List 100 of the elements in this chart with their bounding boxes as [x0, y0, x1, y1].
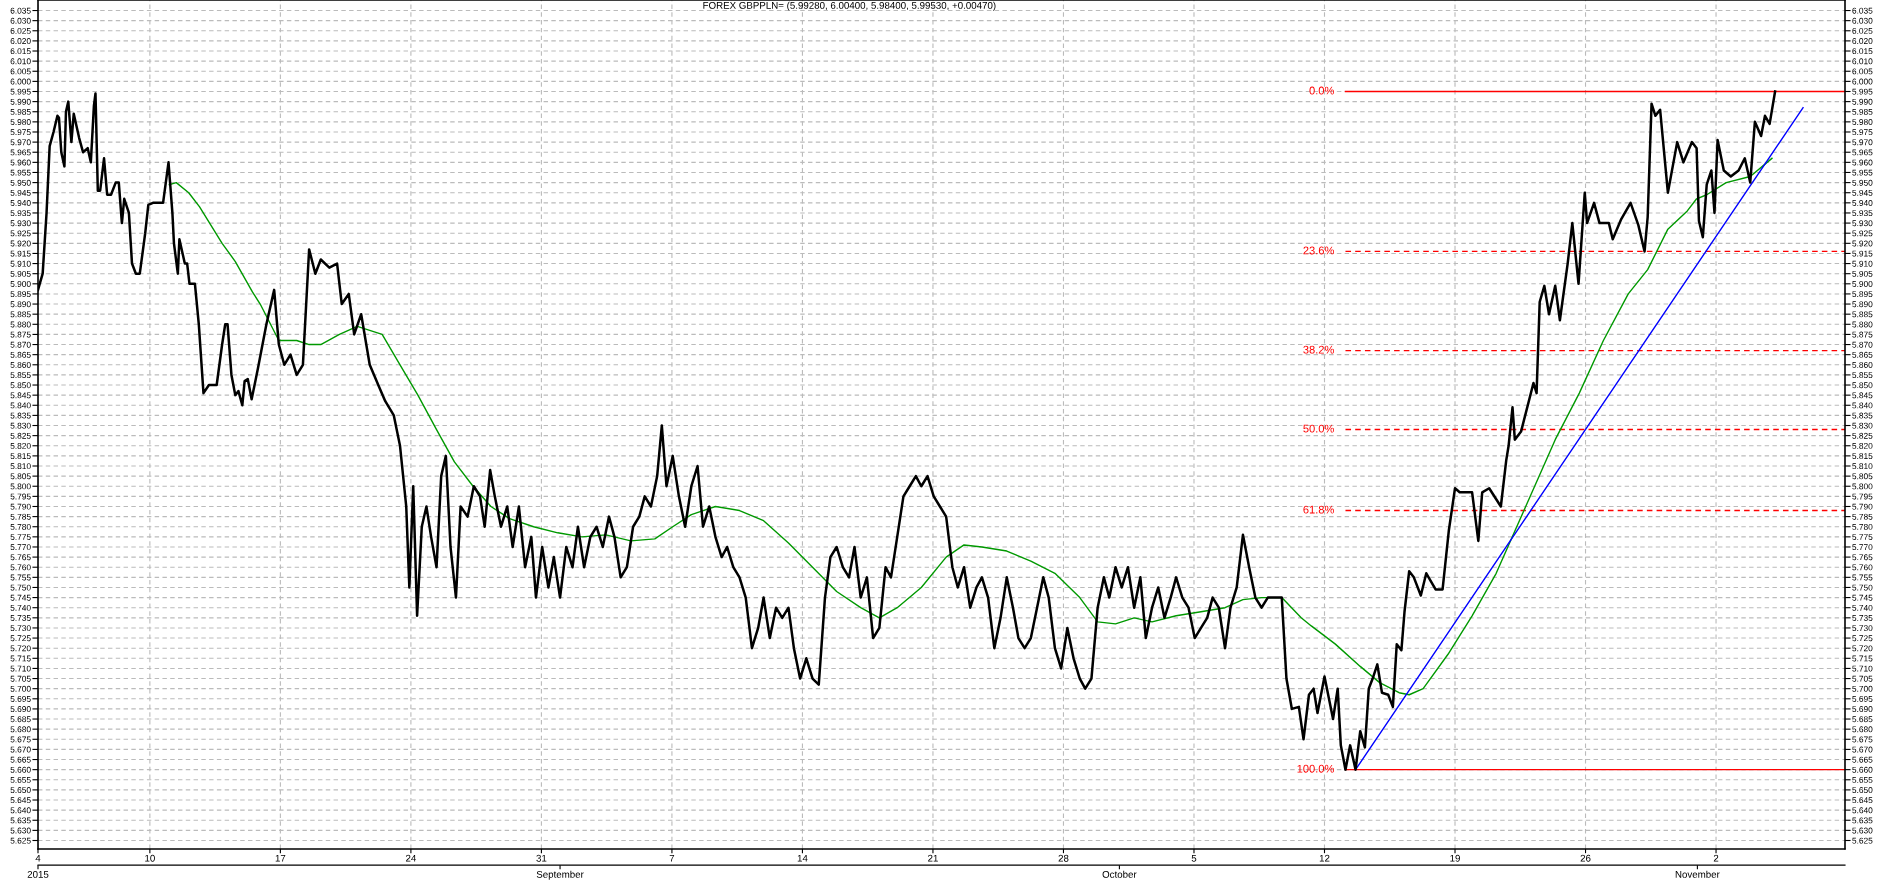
y2-tick-label: 5.850 [1852, 382, 1873, 389]
y-tick-label: 5.925 [10, 230, 31, 237]
y-tick-label: 5.730 [10, 625, 31, 632]
y2-tick-label: 5.820 [1852, 442, 1873, 449]
y-tick-label: 5.980 [10, 119, 31, 125]
y2-tick-label: 5.910 [1852, 260, 1873, 267]
y2-tick-label: 5.685 [1852, 716, 1873, 723]
y-tick-label: 5.870 [10, 341, 31, 348]
x2-tick-label: November [1675, 870, 1720, 878]
y2-tick-label: 5.950 [1852, 179, 1873, 186]
x-tick-label: 31 [536, 854, 547, 862]
y-tick-label: 6.030 [10, 17, 31, 24]
x-tick-label: 2 [1713, 854, 1719, 862]
y2-tick-label: 5.665 [1852, 756, 1873, 763]
y-tick-label: 5.670 [10, 746, 31, 753]
annotation: 23.6% [1303, 246, 1334, 255]
y2-tick-label: 5.705 [1852, 675, 1873, 682]
y-tick-label: 5.910 [10, 260, 31, 267]
y-tick-label: 6.025 [10, 27, 31, 34]
y2-tick-label: 5.675 [1852, 736, 1873, 743]
y-tick-label: 5.950 [10, 179, 31, 186]
annotation: 61.8% [1303, 505, 1334, 514]
y2-tick-label: 5.725 [1852, 635, 1873, 642]
y2-tick-label: 5.990 [1852, 98, 1873, 105]
y2-tick-label: 5.795 [1852, 493, 1873, 500]
y-tick-label: 5.645 [10, 797, 31, 804]
y-tick-label: 6.020 [10, 38, 31, 44]
y-tick-label: 5.885 [10, 311, 31, 318]
x-tick-label: 21 [928, 854, 938, 862]
y-tick-label: 5.820 [10, 442, 31, 449]
y-tick-label: 5.860 [10, 361, 31, 368]
y-tick-label: 5.850 [10, 382, 31, 389]
y2-tick-label: 5.635 [1852, 817, 1873, 824]
y2-tick-label: 5.740 [1852, 604, 1873, 611]
y-tick-label: 5.765 [10, 554, 31, 561]
y2-tick-label: 5.980 [1852, 119, 1873, 125]
x2-tick-label: 2015 [27, 870, 49, 878]
y2-tick-label: 5.915 [1852, 250, 1873, 257]
y-tick-label: 5.685 [10, 716, 31, 723]
y-tick-label: 5.835 [10, 412, 31, 419]
y-tick-label: 5.695 [10, 696, 31, 702]
y2-tick-label: 5.720 [1852, 645, 1873, 652]
y-tick-label: 5.935 [10, 210, 31, 217]
y-tick-label: 5.790 [10, 503, 31, 510]
y2-tick-label: 5.965 [1852, 149, 1873, 156]
y-tick-label: 5.655 [10, 776, 31, 783]
y2-tick-label: 5.805 [1852, 473, 1873, 480]
y2-tick-label: 5.750 [1852, 584, 1873, 591]
y-tick-label: 5.990 [10, 98, 31, 105]
y-tick-label: 5.750 [10, 584, 31, 591]
y-tick-label: 5.675 [10, 736, 31, 743]
y-tick-label: 5.755 [10, 574, 31, 581]
x-tick-label: 17 [275, 854, 286, 862]
y2-tick-label: 6.010 [1852, 58, 1873, 65]
y2-tick-label: 5.920 [1852, 240, 1873, 247]
y2-tick-label: 6.015 [1852, 48, 1873, 55]
y2-tick-label: 6.020 [1852, 38, 1873, 44]
y2-tick-label: 5.735 [1852, 615, 1873, 621]
y-tick-label: 5.640 [10, 807, 31, 814]
y2-tick-label: 5.710 [1852, 665, 1873, 672]
y-tick-label: 5.705 [10, 675, 31, 682]
y-tick-label: 5.665 [10, 756, 31, 763]
y2-tick-label: 5.865 [1852, 351, 1873, 358]
y-tick-label: 5.825 [10, 432, 31, 439]
annotation: 0.0% [1309, 86, 1334, 95]
y2-tick-label: 5.955 [1852, 169, 1873, 176]
y-tick-label: 5.920 [10, 240, 31, 247]
chart-title: FOREX GBPPLN= (5.99280, 6.00400, 5.98400, 5.99530, +0.00470) [703, 1, 996, 11]
y-tick-label: 5.955 [10, 169, 31, 176]
y-tick-label: 5.660 [10, 766, 31, 773]
x-tick-label: 7 [669, 854, 675, 862]
x-tick-label: 14 [797, 854, 808, 862]
y2-tick-label: 5.890 [1852, 301, 1873, 308]
y-tick-label: 5.970 [10, 139, 31, 146]
y2-tick-label: 5.625 [1852, 837, 1873, 844]
y2-tick-label: 5.975 [1852, 129, 1873, 136]
y-tick-label: 5.740 [10, 604, 31, 611]
y2-tick-label: 5.875 [1852, 331, 1873, 338]
y-tick-label: 5.805 [10, 473, 31, 480]
y-tick-label: 5.840 [10, 402, 31, 409]
y-tick-label: 5.725 [10, 635, 31, 642]
y2-tick-label: 5.655 [1852, 776, 1873, 783]
y2-tick-label: 5.770 [1852, 544, 1873, 551]
y2-tick-label: 5.730 [1852, 625, 1873, 632]
y2-tick-label: 5.775 [1852, 534, 1873, 540]
annotation: 100.0% [1297, 764, 1334, 773]
y-tick-label: 5.930 [10, 220, 31, 227]
x-tick-label: 12 [1319, 854, 1330, 862]
x-tick-label: 24 [405, 854, 417, 862]
y2-tick-label: 5.785 [1852, 513, 1873, 520]
y-tick-label: 5.890 [10, 301, 31, 308]
y2-tick-label: 6.025 [1852, 27, 1873, 34]
y-tick-label: 5.895 [10, 291, 31, 298]
y2-tick-label: 5.870 [1852, 341, 1873, 348]
x-tick-label: 26 [1580, 854, 1591, 862]
y2-tick-label: 5.670 [1852, 746, 1873, 753]
y-tick-label: 5.775 [10, 534, 31, 540]
y2-tick-label: 5.835 [1852, 412, 1873, 419]
y-tick-label: 5.995 [10, 88, 31, 95]
y-tick-label: 5.865 [10, 351, 31, 358]
